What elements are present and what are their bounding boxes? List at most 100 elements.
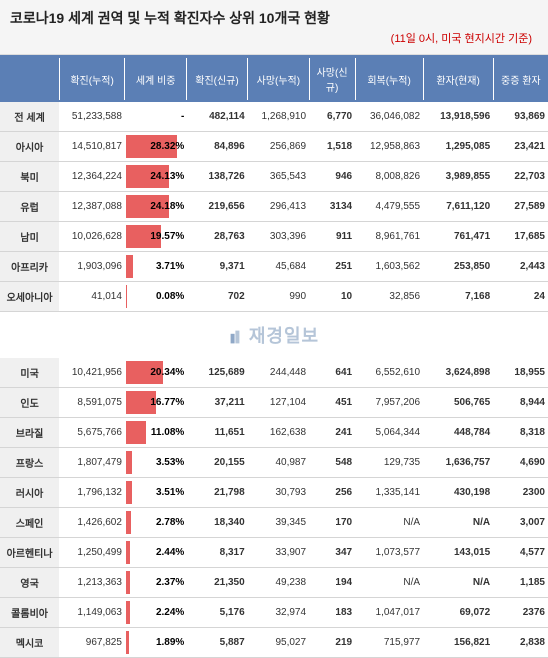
- table-row: 아프리카1,903,0963.71%9,37145,6842511,603,56…: [0, 252, 548, 282]
- cell-name: 인도: [0, 388, 59, 418]
- cell-new-confirmed: 125,689: [186, 358, 247, 388]
- table-row: 오세아니아41,0140.08%7029901032,8567,16824: [0, 282, 548, 312]
- cell-active: N/A: [423, 568, 493, 598]
- cell-recovered: 8,961,761: [355, 222, 423, 252]
- cell-confirmed: 5,675,766: [59, 418, 125, 448]
- table-row: 북미12,364,22424.13%138,726365,5439468,008…: [0, 162, 548, 192]
- cell-deaths: 40,987: [248, 448, 309, 478]
- cell-confirmed: 41,014: [59, 282, 125, 312]
- cell-critical: 2,443: [493, 252, 548, 282]
- cell-new-deaths: 170: [309, 508, 355, 538]
- cell-new-confirmed: 8,317: [186, 538, 247, 568]
- table-row: 아시아14,510,81728.32%84,896256,8691,51812,…: [0, 132, 548, 162]
- cell-deaths: 127,104: [248, 388, 309, 418]
- cell-active: N/A: [423, 508, 493, 538]
- cell-confirmed: 10,026,628: [59, 222, 125, 252]
- cell-recovered: 36,046,082: [355, 101, 423, 132]
- cell-recovered: 5,064,344: [355, 418, 423, 448]
- cell-critical: 4,577: [493, 538, 548, 568]
- cell-active: 3,989,855: [423, 162, 493, 192]
- table-row: 남미10,026,62819.57%28,763303,3969118,961,…: [0, 222, 548, 252]
- cell-name: 브라질: [0, 418, 59, 448]
- cell-pct: 11.08%: [125, 418, 186, 448]
- cell-new-confirmed: 5,887: [186, 628, 247, 658]
- cell-deaths: 365,543: [248, 162, 309, 192]
- cell-active: 7,168: [423, 282, 493, 312]
- watermark-text: 재경일보: [249, 326, 319, 346]
- cell-active: 7,611,120: [423, 192, 493, 222]
- cell-pct: 2.44%: [125, 538, 186, 568]
- page-title: 코로나19 세계 권역 및 누적 확진자수 상위 10개국 현황: [10, 8, 538, 28]
- cell-critical: 2300: [493, 478, 548, 508]
- cell-new-confirmed: 11,651: [186, 418, 247, 448]
- cell-active: 1,636,757: [423, 448, 493, 478]
- cell-active: 13,918,596: [423, 101, 493, 132]
- cell-name: 영국: [0, 568, 59, 598]
- cell-critical: 23,421: [493, 132, 548, 162]
- cell-confirmed: 1,426,602: [59, 508, 125, 538]
- cell-confirmed: 51,233,588: [59, 101, 125, 132]
- cell-critical: 22,703: [493, 162, 548, 192]
- cell-recovered: N/A: [355, 508, 423, 538]
- cell-name: 스페인: [0, 508, 59, 538]
- cell-new-confirmed: 482,114: [186, 101, 247, 132]
- table-row: 영국1,213,3632.37%21,35049,238194N/AN/A1,1…: [0, 568, 548, 598]
- cell-new-deaths: 548: [309, 448, 355, 478]
- cell-new-confirmed: 84,896: [186, 132, 247, 162]
- cell-new-deaths: 3134: [309, 192, 355, 222]
- cell-new-confirmed: 21,798: [186, 478, 247, 508]
- cell-name: 아시아: [0, 132, 59, 162]
- cell-recovered: 32,856: [355, 282, 423, 312]
- cell-active: 761,471: [423, 222, 493, 252]
- cell-critical: 4,690: [493, 448, 548, 478]
- cell-recovered: 1,335,141: [355, 478, 423, 508]
- cell-active: 506,765: [423, 388, 493, 418]
- cell-pct: 19.57%: [125, 222, 186, 252]
- cell-active: 1,295,085: [423, 132, 493, 162]
- cell-active: 430,198: [423, 478, 493, 508]
- cell-deaths: 256,869: [248, 132, 309, 162]
- cell-critical: 17,685: [493, 222, 548, 252]
- cell-pct: 3.53%: [125, 448, 186, 478]
- cell-critical: 2376: [493, 598, 548, 628]
- cell-recovered: N/A: [355, 568, 423, 598]
- cell-deaths: 49,238: [248, 568, 309, 598]
- regions-table: 확진(누적) 세계 비중 확진(신규) 사망(누적) 사망(신규) 회복(누적)…: [0, 55, 548, 312]
- cell-recovered: 8,008,826: [355, 162, 423, 192]
- table-row: 러시아1,796,1323.51%21,79830,7932561,335,14…: [0, 478, 548, 508]
- cell-name: 전 세계: [0, 101, 59, 132]
- cell-confirmed: 1,149,063: [59, 598, 125, 628]
- table-row: 스페인1,426,6022.78%18,34039,345170N/AN/A3,…: [0, 508, 548, 538]
- col-deaths: 사망(누적): [248, 57, 309, 102]
- cell-new-confirmed: 138,726: [186, 162, 247, 192]
- cell-new-deaths: 946: [309, 162, 355, 192]
- cell-name: 멕시코: [0, 628, 59, 658]
- cell-name: 오세아니아: [0, 282, 59, 312]
- cell-recovered: 129,735: [355, 448, 423, 478]
- cell-new-deaths: 347: [309, 538, 355, 568]
- cell-pct: 16.77%: [125, 388, 186, 418]
- col-empty: [0, 57, 59, 102]
- cell-recovered: 1,047,017: [355, 598, 423, 628]
- col-pct: 세계 비중: [125, 57, 186, 102]
- cell-pct: 3.71%: [125, 252, 186, 282]
- cell-critical: 27,589: [493, 192, 548, 222]
- cell-pct: 24.13%: [125, 162, 186, 192]
- cell-recovered: 1,603,562: [355, 252, 423, 282]
- cell-confirmed: 12,364,224: [59, 162, 125, 192]
- cell-active: 143,015: [423, 538, 493, 568]
- cell-new-deaths: 1,518: [309, 132, 355, 162]
- cell-active: 69,072: [423, 598, 493, 628]
- col-new-deaths: 사망(신규): [309, 57, 355, 102]
- col-recovered: 회복(누적): [355, 57, 423, 102]
- cell-critical: 8,944: [493, 388, 548, 418]
- col-confirmed: 확진(누적): [59, 57, 125, 102]
- cell-new-deaths: 911: [309, 222, 355, 252]
- cell-deaths: 39,345: [248, 508, 309, 538]
- cell-deaths: 33,907: [248, 538, 309, 568]
- table-row: 유럽12,387,08824.18%219,656296,41331344,47…: [0, 192, 548, 222]
- cell-name: 아프리카: [0, 252, 59, 282]
- cell-name: 러시아: [0, 478, 59, 508]
- table-row: 인도8,591,07516.77%37,211127,1044517,957,2…: [0, 388, 548, 418]
- cell-name: 프랑스: [0, 448, 59, 478]
